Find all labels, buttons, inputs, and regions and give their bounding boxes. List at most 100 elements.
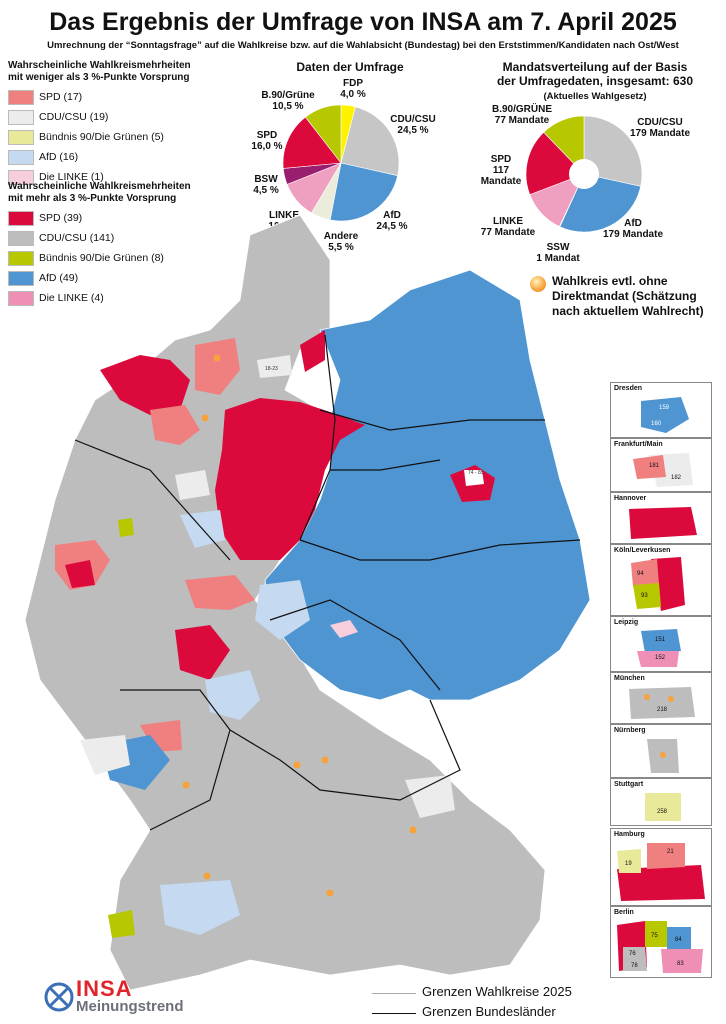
orange-marker-icon [326, 889, 334, 897]
map-spd-bremen-light [150, 405, 200, 445]
inset-frankfurt: Frankfurt/Main 181 182 [610, 438, 712, 492]
inset-leipzig: Leipzig 151 152 [610, 616, 712, 672]
legend-swatch [8, 109, 34, 125]
map-east-region [264, 269, 591, 701]
legend-label: Bündnis 90/Die Grünen (5) [39, 131, 164, 143]
legend-label: AfD (49) [39, 272, 79, 284]
legend-item: Bündnis 90/Die Grünen (5) [8, 127, 191, 147]
poll-label-cdu-name: CDU/CSU [390, 114, 436, 125]
seats-label-cdu-name: CDU/CSU [637, 117, 683, 128]
legend-swatch [8, 250, 34, 266]
map-spd-north-strip [300, 330, 325, 372]
page-title: Das Ergebnis der Umfrage von INSA am 7. … [49, 8, 677, 36]
seats-slice-cdu-csu [583, 115, 643, 187]
inset-label: Nürnberg [614, 727, 646, 734]
legend-item: CDU/CSU (19) [8, 107, 191, 127]
legend-label: Bündnis 90/Die Grünen (8) [39, 252, 164, 264]
map-state-borders [74, 334, 581, 831]
inset-number: 218 [657, 707, 668, 713]
seats-donut-hole [569, 159, 599, 189]
inset-number: 78 [631, 963, 638, 969]
poll-label-spd-value: 16,0 % [251, 141, 283, 152]
seats-label-ssw-name: SSW [546, 242, 570, 253]
map-spd-hesse-north [175, 625, 230, 680]
orange-marker-icon [203, 872, 211, 880]
map-hamburg-label: 18-23 [265, 366, 278, 372]
legend-swatch [8, 270, 34, 286]
seats-label-gruene-name: B.90/GRÜNE [491, 104, 552, 115]
legend-swatch [8, 129, 34, 145]
legend-item: Bündnis 90/Die Grünen (8) [8, 248, 191, 268]
poll-label-afd-value: 24,5 % [376, 221, 408, 232]
inset-berlin: Berlin 76 75 84 78 83 [610, 906, 712, 978]
seats-label-afd-value: 179 Mandate [602, 229, 664, 240]
legend-swatch [8, 230, 34, 246]
inset-map [631, 557, 685, 611]
map-spd-rhein-light [140, 720, 182, 752]
seats-label-spd-value: 117 Mandate [480, 165, 522, 187]
legend-label: AfD (16) [39, 151, 79, 163]
inset-label: Leipzig [614, 619, 639, 626]
seats-label-cdu-value: 179 Mandate [629, 128, 691, 139]
note-line2: Direktmandat (Schätzung [552, 289, 697, 303]
map-linke-erfurt [330, 620, 358, 638]
legend-label: CDU/CSU (141) [39, 232, 115, 244]
legend-label: SPD (39) [39, 212, 83, 224]
poll-label-andere-value: 5,5 % [328, 242, 354, 253]
inset-label: Hannover [614, 495, 647, 502]
legend-label: Die LINKE (1) [39, 171, 104, 183]
legend-item: Die LINKE (1) [8, 167, 191, 187]
inset-map [617, 843, 705, 901]
legend-label: SPD (17) [39, 91, 83, 103]
poll-label-gruene-value: 10,5 % [272, 101, 304, 112]
orange-marker-icon [213, 354, 221, 362]
orange-marker-icon [293, 761, 301, 769]
inset-map [647, 739, 679, 773]
legend-weak-majorities: Wahrscheinliche Wahlkreismehrheiten mit … [8, 60, 191, 187]
map-berlin-label: 74 - 85 [468, 470, 484, 476]
seats-title-line2: der Umfragedaten, insgesamt: 630 [496, 74, 694, 88]
poll-pie-title: Daten der Umfrage [296, 60, 404, 74]
seats-pie-title: Mandatsverteilung auf der Basis der Umfr… [470, 60, 720, 104]
poll-label-gruene-name: B.90/Grüne [261, 90, 315, 101]
map-spd-lippe-light [185, 575, 255, 610]
inset-number: 159 [659, 405, 670, 411]
map-gruene-muenster [118, 518, 134, 537]
inset-label: Köln/Leverkusen [614, 547, 671, 554]
map-hamburg [257, 355, 292, 378]
seats-label-linke-name: LINKE [493, 216, 523, 227]
map-spd-northwest-light [195, 338, 240, 395]
map-cdu-light-1 [80, 735, 130, 775]
legend-swatch [8, 210, 34, 226]
inset-label: Stuttgart [614, 781, 644, 788]
no-direct-mandate-marker-icon [530, 276, 546, 292]
legend-strong-heading-line2: mit mehr als 3 %-Punkte Vorsprung [8, 193, 177, 204]
inset-number: 94 [637, 571, 644, 577]
seats-label-afd-name: AfD [624, 218, 642, 229]
orange-marker-icon [201, 414, 209, 422]
legend-weak-heading-line1: Wahrscheinliche Wahlkreismehrheiten [8, 60, 191, 71]
poll-label-cdu-value: 24,5 % [397, 125, 429, 136]
inset-number: 258 [657, 809, 668, 815]
map-afd-light-2 [205, 670, 260, 720]
map-afd-light-1 [255, 580, 310, 640]
insa-logo-brand: INSA [76, 976, 133, 1001]
insa-logo-icon [44, 982, 74, 1012]
inset-number: 75 [651, 933, 658, 939]
inset-number: 160 [651, 421, 662, 427]
inset-map [629, 687, 695, 719]
poll-label-gruene: B.90/Grüne 10,5 % [258, 90, 318, 112]
seats-slice-b-90-gr-ne [543, 115, 585, 175]
poll-label-afd-name: AfD [383, 210, 401, 221]
seats-label-afd: AfD 179 Mandate [598, 218, 668, 240]
page-subtitle: Umrechnung der “Sonntagsfrage” auf die W… [47, 40, 679, 51]
map-spd-northwest [100, 355, 190, 415]
map-gruene-freiburg [108, 910, 135, 938]
legend-weak-heading: Wahrscheinliche Wahlkreismehrheiten mit … [8, 60, 191, 84]
legend-swatch [8, 290, 34, 306]
inset-number: 93 [641, 593, 648, 599]
inset-label: München [614, 675, 645, 682]
seats-title-line3: (Aktuelles Wahlgesetz) [543, 91, 647, 102]
poll-label-linke-name: LINKE [269, 210, 299, 221]
